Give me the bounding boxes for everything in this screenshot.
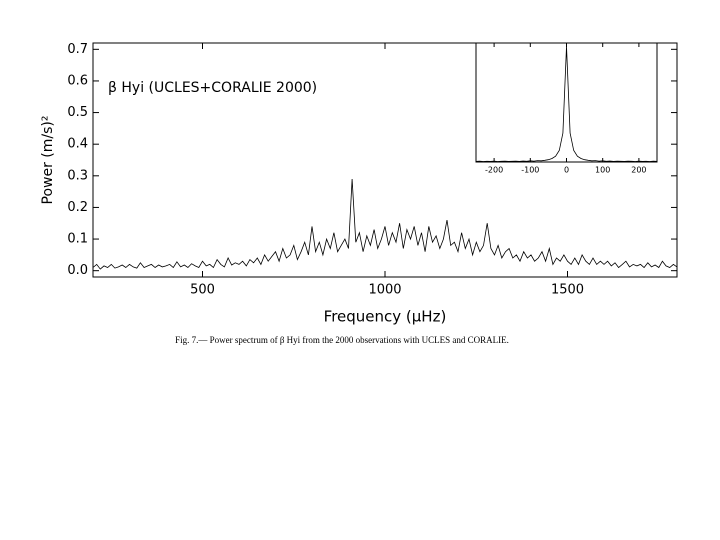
y-tick-label: 0.6: [67, 73, 88, 88]
y-axis-label: Power (m/s)²: [40, 116, 56, 205]
x-tick-label: 0: [564, 166, 569, 175]
x-axis-label: Frequency (μHz): [324, 308, 447, 326]
x-tick-label: 100: [595, 166, 610, 175]
spectrum-line: [92, 178, 678, 270]
y-tick-label: 0.4: [67, 137, 88, 152]
x-tick-label: 200: [631, 166, 646, 175]
y-tick-label: 0.1: [67, 232, 88, 247]
y-tick-label: 0.2: [67, 200, 88, 215]
y-tick-label: 0.3: [67, 168, 88, 183]
plot-frame: [475, 42, 658, 163]
y-tick-label: 0.5: [67, 105, 88, 120]
x-tick-label: 1000: [368, 283, 401, 298]
annotation: β Hyi (UCLES+CORALIE 2000): [108, 80, 317, 96]
y-tick-label: 0.7: [67, 42, 88, 57]
x-tick-label: 500: [190, 283, 215, 298]
x-tick-label: -200: [485, 166, 503, 175]
x-tick-label: 1500: [551, 283, 584, 298]
caption: Fig. 7.— Power spectrum of β Hyi from th…: [175, 335, 509, 345]
y-tick-label: 0.0: [67, 263, 88, 278]
x-tick-label: -100: [521, 166, 539, 175]
